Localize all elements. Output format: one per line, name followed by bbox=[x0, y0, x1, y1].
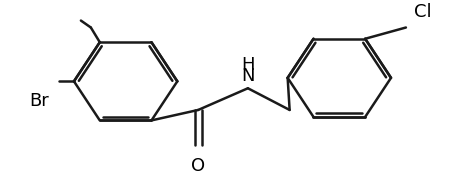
Text: O: O bbox=[191, 157, 205, 175]
Text: H: H bbox=[241, 56, 255, 74]
Text: Br: Br bbox=[29, 92, 49, 110]
Text: Cl: Cl bbox=[414, 2, 431, 21]
Text: N: N bbox=[241, 67, 255, 85]
